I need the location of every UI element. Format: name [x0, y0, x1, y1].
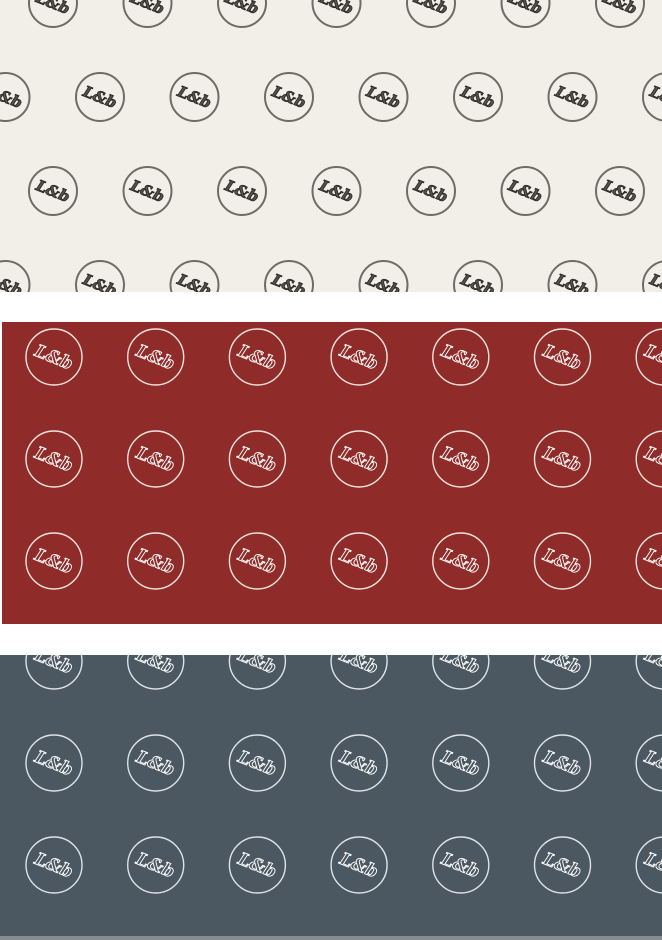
- monogram-ring: [432, 532, 490, 590]
- monogram-ring: [533, 532, 592, 590]
- monogram-ring: [228, 532, 287, 590]
- monogram-ring: [432, 734, 490, 792]
- monogram-ring: [264, 260, 314, 292]
- monogram-ring: [642, 72, 662, 122]
- monogram-ring: [264, 72, 314, 122]
- monogram-ring: [432, 655, 490, 690]
- monogram-ring: [25, 734, 83, 792]
- monogram-ring: [126, 430, 185, 488]
- monogram-ring: [25, 655, 83, 690]
- monogram-ring: [75, 260, 125, 292]
- monogram-ring: [533, 328, 592, 386]
- monogram-ring: [122, 166, 173, 216]
- monogram-ring: [432, 430, 490, 488]
- monogram-ring: [25, 328, 83, 386]
- monogram-ring: [330, 655, 388, 690]
- monogram-ring: [533, 430, 592, 488]
- monogram-ring: [533, 836, 592, 894]
- monogram-ring: [635, 734, 662, 792]
- monogram-ring: [330, 836, 388, 894]
- monogram-ring: [533, 655, 592, 690]
- monogram-ring: [500, 0, 551, 28]
- monogram-ring: [635, 836, 662, 894]
- monogram-ring: [635, 430, 662, 488]
- monogram-ring: [595, 0, 645, 28]
- monogram-ring: [311, 0, 362, 28]
- monogram-ring: [0, 260, 31, 292]
- monogram-ring: [642, 260, 662, 292]
- monogram-ring: [635, 328, 662, 386]
- monogram-ring: [311, 166, 362, 216]
- monogram-ring: [330, 328, 388, 386]
- monogram-ring: [533, 734, 592, 792]
- red-monogram-tile: L&b L&b L&b L&b L&b L&b L&bL&b L&b L&b L&b L&b L&b L…: [2, 322, 662, 624]
- monogram-ring: [169, 260, 220, 292]
- monogram-ring: [330, 532, 388, 590]
- swatch-cream-pattern: L&b L&b L&b L&b L&b L&b L&b L&b L&b L&b L&b L&b L&b L…: [0, 0, 662, 292]
- monogram-ring: [126, 836, 185, 894]
- monogram-ring: [547, 72, 598, 122]
- monogram-ring: [547, 260, 598, 292]
- monogram-ring: [169, 72, 220, 122]
- monogram-ring: [228, 328, 287, 386]
- cream-monogram-tile: L&b L&b L&b L&b L&b L&b L&bL&b L&b L&b L&b L&b L&b L…: [0, 0, 662, 292]
- swatch-background: [0, 655, 662, 936]
- monogram-ring: [406, 0, 456, 28]
- swatch-red-pattern: L&b L&b L&b L&b L&b L&b L&b L&b L&b L&b L&b L&b L&b L…: [2, 322, 662, 624]
- monogram-ring: [122, 0, 173, 28]
- slate-monogram-tile: L&b L&b L&b L&b L&b L&b L&bL&b L&b L&b L&b L&b L&b L…: [0, 655, 662, 936]
- monogram-ring: [28, 166, 78, 216]
- monogram-ring: [217, 0, 267, 28]
- monogram-ring: [126, 328, 185, 386]
- monogram-ring: [453, 72, 503, 122]
- monogram-ring: [432, 328, 490, 386]
- monogram-ring: [217, 166, 267, 216]
- monogram-ring: [127, 655, 185, 690]
- monogram-ring: [595, 166, 645, 216]
- monogram-ring: [406, 166, 456, 216]
- monogram-ring: [432, 836, 490, 894]
- monogram-ring: [358, 72, 409, 122]
- page-bottom-edge: [0, 936, 662, 940]
- monogram-ring: [25, 430, 83, 488]
- monogram-ring: [75, 72, 125, 122]
- monogram-ring: [28, 0, 78, 28]
- monogram-ring: [228, 655, 287, 690]
- swatch-background: [0, 0, 662, 292]
- monogram-ring: [228, 734, 287, 792]
- monogram-ring: [25, 836, 83, 894]
- monogram-ring: [126, 532, 185, 590]
- monogram-ring: [25, 532, 83, 590]
- monogram-ring: [126, 734, 185, 792]
- monogram-ring: [635, 655, 662, 690]
- swatch-background: [2, 322, 662, 624]
- monogram-ring: [500, 166, 551, 216]
- monogram-ring: [453, 260, 503, 292]
- monogram-ring: [330, 734, 388, 792]
- monogram-ring: [0, 72, 31, 122]
- monogram-ring: [358, 260, 409, 292]
- monogram-ring: [330, 430, 388, 488]
- monogram-ring: [228, 430, 287, 488]
- swatch-slate-pattern: L&b L&b L&b L&b L&b L&b L&b L&b L&b L&b L&b L&b L&b L…: [0, 655, 662, 936]
- monogram-ring: [635, 532, 662, 590]
- monogram-ring: [228, 836, 287, 894]
